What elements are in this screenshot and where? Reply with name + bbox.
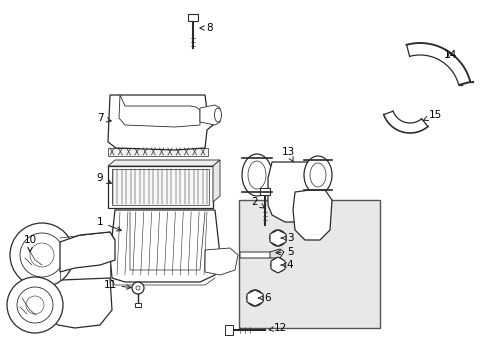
Circle shape [246, 290, 263, 306]
Bar [260, 188, 269, 195]
Polygon shape [204, 248, 238, 275]
Text: 14: 14 [443, 50, 456, 60]
Circle shape [17, 287, 53, 323]
Text: 5: 5 [275, 247, 293, 257]
Circle shape [132, 282, 143, 294]
Circle shape [10, 223, 74, 287]
Text: 1: 1 [97, 217, 121, 231]
Bar [135, 303, 141, 307]
Text: 3: 3 [281, 233, 293, 243]
Polygon shape [292, 190, 331, 240]
Polygon shape [119, 95, 200, 127]
Ellipse shape [247, 161, 265, 189]
Polygon shape [240, 252, 274, 258]
Polygon shape [270, 257, 285, 273]
Text: 10: 10 [23, 235, 37, 252]
Circle shape [270, 258, 285, 272]
Circle shape [26, 296, 44, 314]
Text: 4: 4 [281, 260, 293, 270]
Bar [108, 166, 213, 208]
Polygon shape [269, 249, 284, 258]
Bar [224, 325, 232, 335]
Polygon shape [108, 160, 220, 166]
Circle shape [7, 277, 63, 333]
Bar [112, 169, 208, 205]
Bar [238, 200, 380, 328]
Circle shape [269, 230, 285, 246]
Circle shape [136, 286, 140, 290]
Text: 15: 15 [422, 110, 441, 121]
Text: 2: 2 [251, 197, 264, 208]
Polygon shape [108, 95, 213, 150]
Ellipse shape [242, 154, 271, 196]
Bar [187, 14, 198, 21]
Text: 6: 6 [258, 293, 271, 303]
Ellipse shape [309, 163, 325, 187]
Ellipse shape [304, 156, 331, 194]
Circle shape [30, 243, 54, 267]
Polygon shape [200, 105, 220, 125]
Circle shape [274, 262, 281, 268]
Polygon shape [60, 232, 115, 272]
Polygon shape [108, 148, 207, 156]
Circle shape [20, 233, 64, 277]
Polygon shape [269, 230, 285, 246]
Polygon shape [213, 160, 220, 202]
Text: 12: 12 [268, 323, 286, 333]
Polygon shape [42, 278, 112, 328]
Circle shape [273, 234, 282, 242]
Polygon shape [246, 290, 263, 306]
Text: 7: 7 [97, 113, 111, 123]
Polygon shape [110, 210, 220, 282]
Polygon shape [267, 162, 319, 222]
Text: 13: 13 [281, 147, 294, 162]
Circle shape [250, 294, 259, 302]
Text: 11: 11 [103, 280, 131, 290]
Ellipse shape [214, 108, 221, 122]
Text: 9: 9 [97, 173, 111, 184]
Text: 8: 8 [200, 23, 213, 33]
